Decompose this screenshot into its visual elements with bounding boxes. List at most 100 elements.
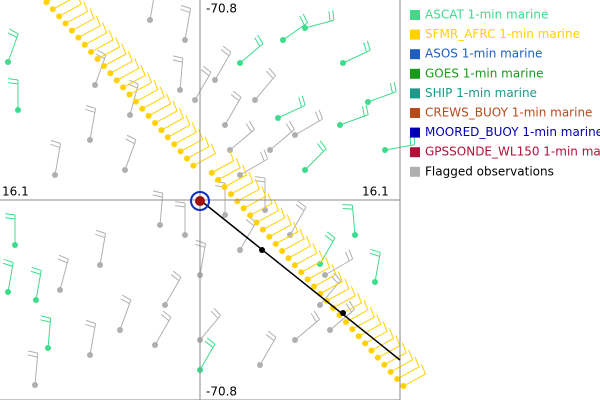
sfmr-dot [88, 48, 95, 55]
sfmr-dot [132, 98, 139, 105]
wind-barb [324, 249, 354, 276]
sfmr-barb [211, 150, 235, 174]
wind-barb [85, 319, 97, 356]
sfmr-dot [171, 141, 178, 148]
sfmr-dot [177, 148, 184, 155]
wind-barb [367, 81, 397, 103]
sfmr-dot [387, 368, 394, 375]
station-dot [222, 122, 228, 128]
center-marker [195, 196, 205, 206]
sfmr-barb [326, 278, 350, 302]
station-dot [257, 362, 263, 368]
station-dot [57, 287, 63, 293]
wind-barb [154, 310, 172, 346]
sfmr-barb [116, 58, 140, 81]
legend-swatch [410, 68, 420, 79]
sfmr-dot [145, 112, 152, 119]
wind-barb [199, 307, 221, 341]
sfmr-barb [288, 235, 312, 259]
sfmr-dot [139, 105, 146, 112]
wind-barb [224, 90, 242, 126]
sfmr-barb [332, 285, 356, 309]
legend-label: ASOS 1-min marine [425, 47, 542, 61]
station-dot [237, 60, 243, 66]
station-dot [337, 122, 343, 128]
station-dot [162, 302, 168, 308]
sfmr-dot [43, 0, 50, 6]
sfmr-barb [384, 342, 407, 366]
sfmr-dot [253, 219, 260, 226]
wind-barb [269, 120, 295, 151]
sfmr-barb [52, 0, 71, 10]
station-dot [32, 382, 38, 388]
lat-label: 16.1 [362, 185, 389, 199]
sfmr-dot [81, 41, 88, 48]
sfmr-barb [58, 0, 82, 17]
sfmr-barb [224, 164, 248, 188]
wind-barb [254, 67, 276, 101]
sfmr-barb [71, 8, 95, 31]
station-dot [227, 147, 233, 153]
storm-track [199, 199, 401, 361]
sfmr-barb [339, 292, 363, 316]
sfmr-dot [362, 340, 369, 347]
wind-barb [94, 49, 107, 86]
legend-label: Flagged observations [425, 164, 554, 178]
sfmr-barb [135, 79, 159, 103]
track-point [340, 310, 346, 316]
sfmr-barb [97, 36, 121, 60]
station-dot [87, 137, 93, 143]
wind-barb [5, 213, 16, 245]
sfmr-barb [217, 157, 241, 181]
sfmr-barb [403, 363, 427, 387]
station-dot [177, 87, 183, 93]
station-dot [280, 37, 286, 43]
wind-barbs [2, 0, 427, 390]
wind-barb [30, 266, 42, 301]
sfmr-dot [247, 212, 254, 219]
wind-barb [124, 134, 137, 171]
station-dot [182, 37, 188, 43]
sfmr-barb [352, 306, 375, 330]
sfmr-dot [266, 233, 273, 240]
station-dot [292, 337, 298, 343]
station-dot [222, 212, 228, 218]
sfmr-barb [275, 221, 299, 245]
legend-swatch [410, 166, 420, 177]
sfmr-dot [49, 6, 56, 13]
station-dot [317, 302, 323, 308]
sfmr-dot [190, 162, 197, 169]
sfmr-dot [400, 383, 407, 390]
wind-barb [57, 254, 69, 291]
sfmr-dot [56, 13, 63, 20]
station-dot [237, 247, 243, 253]
legend-swatch [410, 49, 420, 60]
wind-barb [8, 78, 19, 110]
wind-barb [239, 149, 269, 176]
sfmr-dot [183, 155, 190, 162]
sfmr-dot [94, 55, 101, 62]
wind-barb [214, 45, 232, 81]
sfmr-barb [173, 122, 197, 145]
sfmr-dot [234, 198, 241, 205]
sfmr-dot [227, 191, 234, 198]
sfmr-barb [243, 186, 267, 209]
sfmr-barb [230, 171, 254, 195]
sfmr-dot [374, 354, 381, 361]
wind-barb [194, 65, 212, 101]
wind-barb [119, 294, 132, 331]
station-dot [12, 242, 18, 248]
station-dot [302, 25, 308, 31]
station-dot [52, 172, 58, 178]
sfmr-dot [342, 319, 349, 326]
lon-label: -70.8 [206, 385, 237, 399]
wind-barb [304, 10, 335, 29]
sfmr-barb [320, 271, 344, 295]
sfmr-dot [113, 77, 120, 84]
wind-barb [85, 104, 97, 141]
sfmr-barb [364, 321, 388, 344]
wind-barb [95, 229, 107, 266]
wind-barb [149, 0, 155, 21]
station-dot [372, 279, 378, 285]
